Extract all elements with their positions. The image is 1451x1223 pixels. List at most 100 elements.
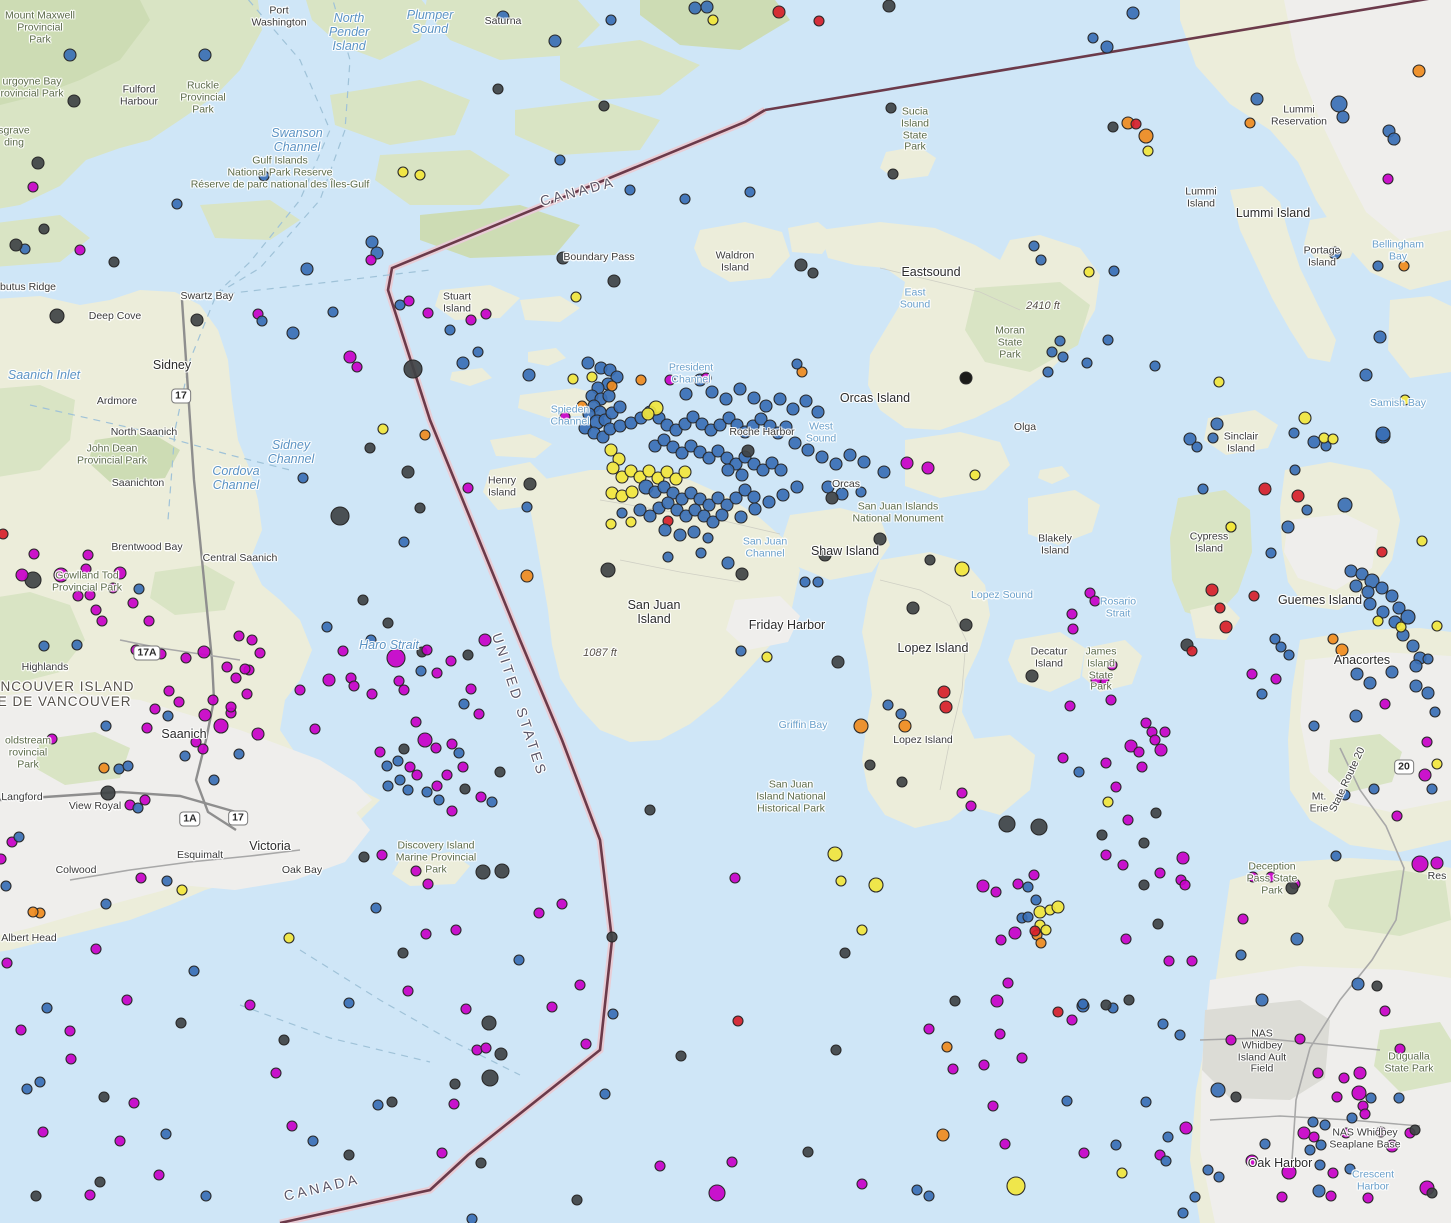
observation-point[interactable]: [1089, 595, 1101, 607]
observation-point[interactable]: [1136, 761, 1148, 773]
observation-point[interactable]: [1105, 694, 1117, 706]
observation-point[interactable]: [570, 291, 582, 303]
observation-point[interactable]: [882, 699, 894, 711]
observation-point[interactable]: [1312, 1184, 1326, 1198]
observation-point[interactable]: [1276, 1191, 1288, 1203]
observation-point[interactable]: [1373, 330, 1387, 344]
observation-point[interactable]: [1214, 602, 1226, 614]
observation-point[interactable]: [1340, 1127, 1352, 1139]
observation-point[interactable]: [1351, 977, 1365, 991]
observation-point[interactable]: [358, 851, 370, 863]
observation-point[interactable]: [1012, 878, 1024, 890]
observation-point[interactable]: [1409, 659, 1423, 673]
observation-point[interactable]: [1078, 1147, 1090, 1159]
observation-point[interactable]: [732, 1015, 744, 1027]
observation-point[interactable]: [615, 470, 629, 484]
observation-point[interactable]: [598, 100, 610, 112]
observation-point[interactable]: [1330, 850, 1342, 862]
observation-point[interactable]: [779, 420, 793, 434]
observation-point[interactable]: [1365, 1092, 1377, 1104]
observation-point[interactable]: [38, 223, 50, 235]
observation-point[interactable]: [633, 503, 647, 517]
observation-point[interactable]: [523, 477, 537, 491]
observation-point[interactable]: [402, 985, 414, 997]
observation-point[interactable]: [1349, 709, 1363, 723]
observation-point[interactable]: [1052, 1006, 1064, 1018]
observation-point[interactable]: [161, 875, 173, 887]
observation-point[interactable]: [1269, 633, 1281, 645]
observation-point[interactable]: [256, 315, 268, 327]
observation-point[interactable]: [1, 957, 13, 969]
observation-point[interactable]: [675, 492, 689, 506]
observation-point[interactable]: [607, 274, 621, 288]
observation-point[interactable]: [987, 1100, 999, 1112]
observation-point[interactable]: [738, 483, 752, 497]
observation-point[interactable]: [411, 769, 423, 781]
observation-point[interactable]: [450, 924, 462, 936]
observation-point[interactable]: [404, 761, 416, 773]
observation-point[interactable]: [465, 314, 477, 326]
observation-point[interactable]: [762, 495, 776, 509]
observation-point[interactable]: [765, 456, 779, 470]
observation-point[interactable]: [1083, 266, 1095, 278]
observation-point[interactable]: [366, 688, 378, 700]
observation-point[interactable]: [900, 456, 914, 470]
observation-point[interactable]: [64, 1025, 76, 1037]
observation-point[interactable]: [393, 675, 405, 687]
observation-point[interactable]: [835, 875, 847, 887]
observation-point[interactable]: [669, 472, 683, 486]
observation-point[interactable]: [365, 634, 377, 646]
observation-point[interactable]: [374, 746, 386, 758]
observation-point[interactable]: [1246, 668, 1258, 680]
observation-point[interactable]: [773, 392, 787, 406]
observation-point[interactable]: [813, 15, 825, 27]
observation-point[interactable]: [1163, 955, 1175, 967]
observation-point[interactable]: [153, 1169, 165, 1181]
observation-point[interactable]: [1429, 706, 1441, 718]
observation-point[interactable]: [1022, 911, 1034, 923]
observation-point[interactable]: [1283, 649, 1295, 661]
observation-point[interactable]: [610, 370, 624, 384]
observation-point[interactable]: [337, 645, 349, 657]
observation-point[interactable]: [1259, 1138, 1271, 1150]
observation-point[interactable]: [0, 528, 9, 540]
observation-point[interactable]: [715, 508, 729, 522]
observation-point[interactable]: [1290, 932, 1304, 946]
observation-point[interactable]: [239, 663, 251, 675]
observation-point[interactable]: [1160, 1155, 1172, 1167]
observation-point[interactable]: [1346, 1112, 1358, 1124]
observation-point[interactable]: [999, 1138, 1011, 1150]
observation-point[interactable]: [726, 1156, 738, 1168]
observation-point[interactable]: [233, 748, 245, 760]
observation-point[interactable]: [135, 872, 147, 884]
observation-point[interactable]: [1189, 1191, 1201, 1203]
observation-point[interactable]: [382, 617, 394, 629]
observation-point[interactable]: [599, 1088, 611, 1100]
observation-point[interactable]: [100, 898, 112, 910]
observation-point[interactable]: [1073, 766, 1085, 778]
observation-point[interactable]: [133, 583, 145, 595]
observation-point[interactable]: [364, 442, 376, 454]
observation-point[interactable]: [1002, 977, 1014, 989]
observation-point[interactable]: [697, 509, 711, 523]
observation-point[interactable]: [1372, 615, 1384, 627]
observation-point[interactable]: [1157, 1018, 1169, 1030]
observation-point[interactable]: [1213, 376, 1225, 388]
observation-point[interactable]: [1150, 807, 1162, 819]
observation-point[interactable]: [754, 412, 768, 426]
observation-point[interactable]: [197, 645, 211, 659]
observation-point[interactable]: [559, 411, 571, 423]
observation-point[interactable]: [410, 716, 422, 728]
observation-point[interactable]: [574, 979, 586, 991]
observation-point[interactable]: [21, 1083, 33, 1095]
observation-point[interactable]: [465, 683, 477, 695]
observation-point[interactable]: [377, 423, 389, 435]
observation-point[interactable]: [13, 831, 25, 843]
observation-point[interactable]: [436, 1147, 448, 1159]
observation-point[interactable]: [188, 965, 200, 977]
observation-point[interactable]: [788, 436, 802, 450]
observation-point[interactable]: [244, 999, 256, 1011]
observation-point[interactable]: [492, 83, 504, 95]
observation-point[interactable]: [246, 634, 258, 646]
observation-point[interactable]: [1330, 95, 1348, 113]
